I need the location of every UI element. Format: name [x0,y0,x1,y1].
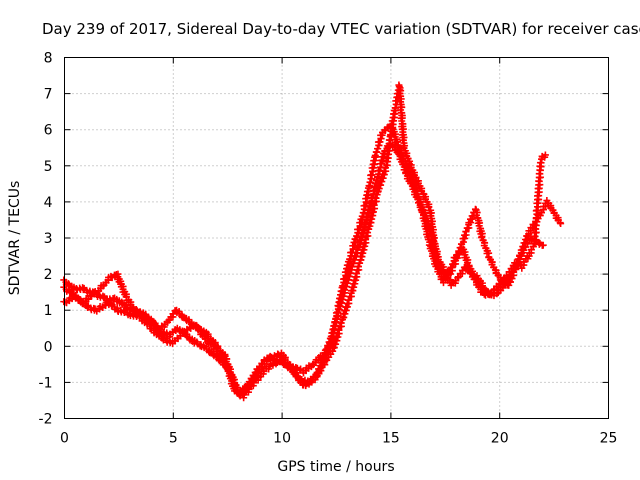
x-tick-labels: 0 5 10 15 20 25 [60,431,617,447]
y-tick-label: 2 [44,267,53,283]
y-tick-labels: -2 -1 0 1 2 3 4 5 6 7 8 [39,51,53,428]
data-point [361,235,369,243]
x-tick-label: 5 [169,431,178,447]
data-point [355,225,363,233]
data-point [557,220,565,228]
data-point [335,326,343,334]
data-point [372,194,380,202]
x-tick-label: 25 [600,431,618,447]
data-point [361,202,369,210]
data-point [368,171,376,179]
series-track-c [60,81,549,402]
data-point [337,319,345,327]
x-tick-label: 10 [273,431,291,447]
data-point [359,209,367,217]
data-points [60,81,565,402]
x-tick-label: 0 [60,431,69,447]
data-point [376,138,384,146]
y-tick-label: 7 [44,87,53,103]
data-point [371,151,379,159]
y-axis-label: SDTVAR / TECUs [7,181,23,296]
data-point [444,268,452,276]
data-point [387,131,395,139]
data-point [353,232,361,240]
y-tick-label: -1 [39,375,53,391]
data-point [365,182,373,190]
y-tick-label: 0 [44,339,53,355]
data-point [351,235,359,243]
y-tick-label: 8 [44,51,53,67]
data-point [493,290,501,298]
data-point [536,159,544,167]
data-point [363,229,371,236]
data-point [354,262,362,270]
y-tick-label: -2 [39,412,53,428]
y-tick-label: 1 [44,303,53,319]
data-point [366,178,374,186]
x-axis-label: GPS time / hours [277,459,394,475]
data-point [341,286,349,294]
data-point [370,201,378,209]
x-tick-label: 20 [491,431,509,447]
chart-title: Day 239 of 2017, Sidereal Day-to-day VTE… [42,20,640,38]
data-point [373,145,381,153]
data-point [391,104,399,112]
axis-ticks [64,57,609,419]
data-point [541,151,549,159]
y-tick-label: 5 [44,159,53,175]
x-tick-label: 15 [382,431,400,447]
data-point [352,269,360,277]
y-tick-label: 4 [44,195,53,211]
data-point [539,241,547,249]
data-point [372,148,380,156]
y-tick-label: 3 [44,231,53,247]
series-track-a [60,122,565,397]
y-tick-label: 6 [44,123,53,139]
data-point [358,212,366,220]
